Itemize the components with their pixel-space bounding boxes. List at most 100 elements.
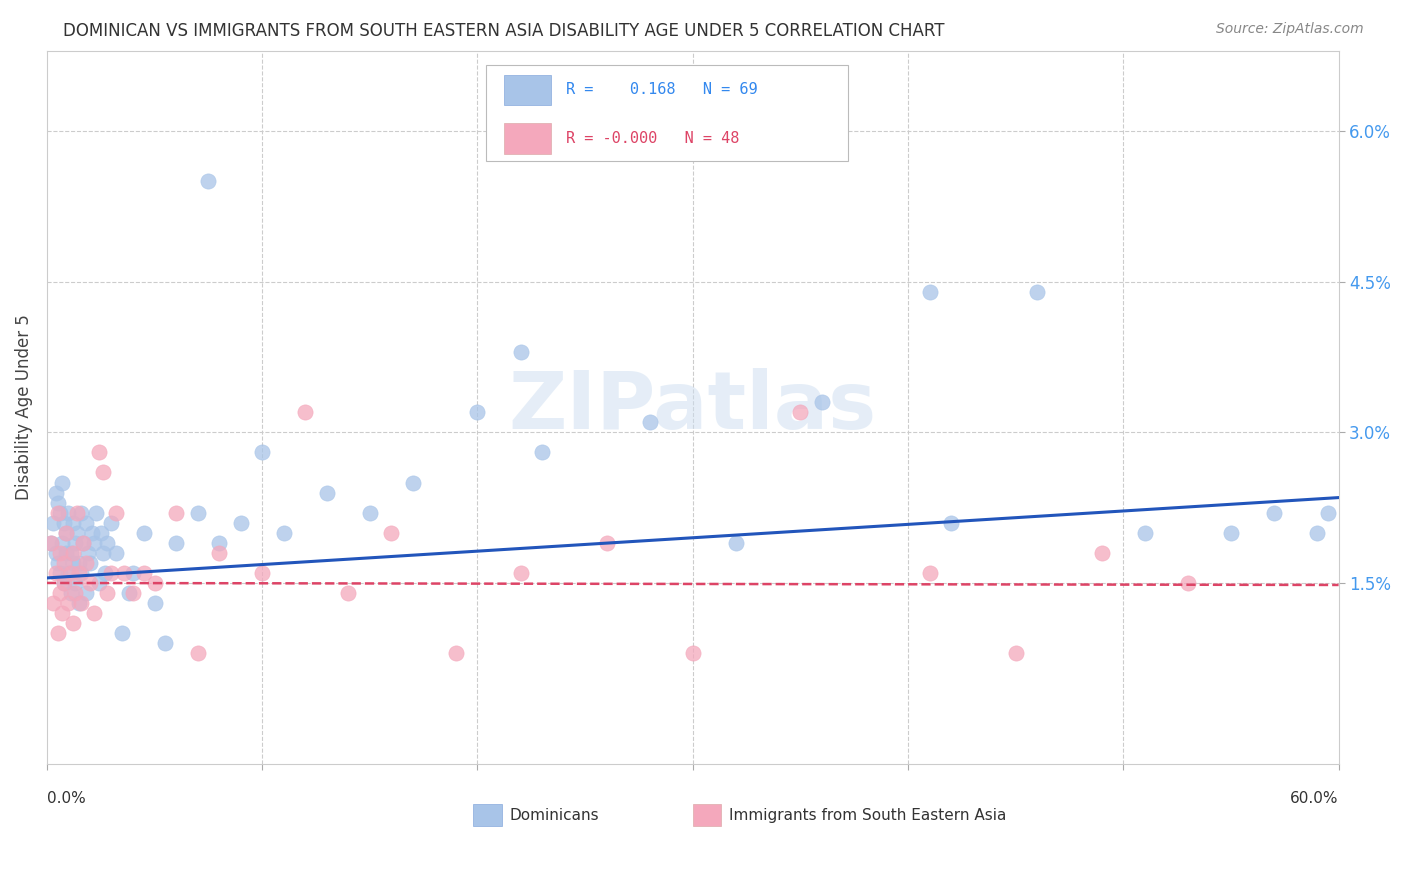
Point <box>51 475 73 490</box>
Point <box>96 586 118 600</box>
Point <box>1219 525 1241 540</box>
Point <box>75 586 97 600</box>
Point <box>55 525 77 540</box>
Point <box>143 576 166 591</box>
Point <box>638 415 661 429</box>
Point <box>63 535 86 549</box>
Point <box>53 576 76 591</box>
Point <box>122 586 145 600</box>
Point <box>44 485 66 500</box>
Point <box>67 556 90 570</box>
Point <box>58 596 80 610</box>
Point <box>467 405 489 419</box>
Point <box>51 535 73 549</box>
Point <box>75 556 97 570</box>
Point <box>62 616 84 631</box>
Point <box>1263 506 1285 520</box>
Point <box>208 535 231 549</box>
Point <box>1133 525 1156 540</box>
Point <box>82 525 104 540</box>
Point <box>531 445 554 459</box>
Point <box>79 576 101 591</box>
Text: DOMINICAN VS IMMIGRANTS FROM SOUTH EASTERN ASIA DISABILITY AGE UNDER 5 CORRELATI: DOMINICAN VS IMMIGRANTS FROM SOUTH EASTE… <box>63 22 945 40</box>
Point <box>58 506 80 520</box>
Point <box>90 525 112 540</box>
FancyBboxPatch shape <box>474 805 502 826</box>
Point <box>337 586 360 600</box>
Point <box>359 506 381 520</box>
Point <box>1306 525 1329 540</box>
Point <box>811 395 834 409</box>
Point <box>1026 285 1049 299</box>
Point <box>70 596 93 610</box>
Point <box>250 445 273 459</box>
Point <box>62 556 84 570</box>
Point <box>70 506 93 520</box>
Point <box>1316 506 1339 520</box>
Point <box>94 566 117 580</box>
Point <box>315 485 337 500</box>
Text: Dominicans: Dominicans <box>509 807 599 822</box>
Point <box>91 546 114 560</box>
Text: Immigrants from South Eastern Asia: Immigrants from South Eastern Asia <box>728 807 1007 822</box>
Point <box>100 516 122 530</box>
Point <box>66 506 89 520</box>
Point <box>83 535 105 549</box>
Point <box>53 516 76 530</box>
Point <box>49 566 72 580</box>
Point <box>44 546 66 560</box>
Point <box>132 525 155 540</box>
Point <box>59 586 82 600</box>
Point <box>918 566 941 580</box>
Point <box>59 566 82 580</box>
Y-axis label: Disability Age Under 5: Disability Age Under 5 <box>15 314 32 500</box>
Point <box>67 596 90 610</box>
Point <box>87 445 110 459</box>
Point <box>87 576 110 591</box>
Point <box>509 566 531 580</box>
Point <box>111 626 134 640</box>
Point <box>229 516 252 530</box>
Point <box>62 516 84 530</box>
Point <box>402 475 425 490</box>
Point <box>155 636 177 650</box>
Point <box>55 525 77 540</box>
Point <box>118 586 141 600</box>
Point <box>53 556 76 570</box>
Point <box>63 576 86 591</box>
Point <box>44 566 66 580</box>
Point <box>46 556 69 570</box>
Point <box>273 525 295 540</box>
Point <box>197 174 219 188</box>
Point <box>46 495 69 509</box>
Point <box>72 535 94 549</box>
Point <box>66 525 89 540</box>
Point <box>46 626 69 640</box>
Point <box>1177 576 1199 591</box>
Point <box>1091 546 1114 560</box>
Point <box>143 596 166 610</box>
Point <box>380 525 402 540</box>
Point <box>42 516 65 530</box>
Point <box>104 506 127 520</box>
Point <box>72 535 94 549</box>
Point <box>509 345 531 359</box>
Point <box>75 516 97 530</box>
Point <box>294 405 316 419</box>
Point <box>724 535 747 549</box>
Point <box>70 566 93 580</box>
Text: Source: ZipAtlas.com: Source: ZipAtlas.com <box>1216 22 1364 37</box>
Point <box>53 576 76 591</box>
Point <box>46 506 69 520</box>
Point <box>187 646 209 660</box>
Point <box>63 586 86 600</box>
Point <box>595 535 617 549</box>
Point <box>100 566 122 580</box>
Point <box>51 606 73 620</box>
Point <box>682 646 704 660</box>
Point <box>67 566 90 580</box>
Point <box>76 546 98 560</box>
Point <box>59 546 82 560</box>
Point <box>39 535 62 549</box>
Point <box>918 285 941 299</box>
